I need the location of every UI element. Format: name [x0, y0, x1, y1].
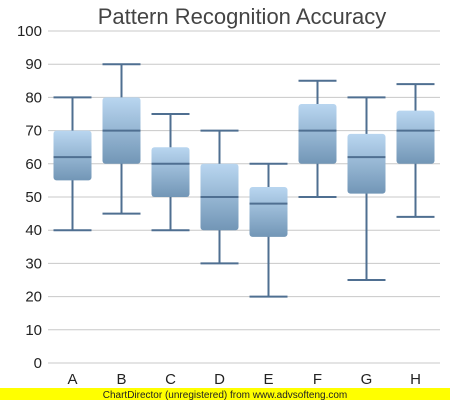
x-category-label: A [67, 371, 77, 388]
footer-bar [0, 388, 450, 400]
footer-watermark: ChartDirector (unregistered) from www.ad… [103, 390, 348, 400]
y-tick-label: 20 [25, 289, 42, 306]
box-iqr [151, 147, 190, 197]
y-tick-label: 70 [25, 123, 42, 140]
box-plot-H [396, 83, 435, 218]
x-axis-category-labels: A B C D E F G H [67, 371, 420, 388]
chart-title: Pattern Recognition Accuracy [98, 4, 387, 29]
box-plot-A [53, 96, 92, 232]
gridlines [48, 30, 440, 364]
y-axis-tick-labels: 0 10 20 30 40 50 60 70 80 90 100 [17, 23, 42, 372]
box-iqr [396, 110, 435, 164]
x-category-label: H [410, 371, 421, 388]
y-tick-label: 100 [17, 23, 42, 40]
y-tick-label: 60 [25, 156, 42, 173]
box-plot-C [151, 113, 190, 232]
box-plot-D [200, 129, 239, 265]
y-tick-label: 10 [25, 322, 42, 339]
x-category-label: C [165, 371, 176, 388]
box-iqr [298, 104, 337, 164]
boxes [53, 63, 435, 298]
box-plot-E [249, 162, 288, 298]
box-iqr [347, 133, 386, 194]
x-category-label: G [361, 371, 373, 388]
y-tick-label: 30 [25, 255, 42, 272]
y-tick-label: 50 [25, 189, 42, 206]
box-plot-B [102, 63, 141, 215]
y-tick-label: 90 [25, 56, 42, 73]
box-iqr [249, 187, 288, 237]
x-category-label: B [116, 371, 126, 388]
y-tick-label: 80 [25, 89, 42, 106]
x-category-label: E [263, 371, 273, 388]
box-iqr [53, 130, 92, 181]
x-category-label: F [313, 371, 322, 388]
box-plot-F [298, 79, 337, 198]
y-tick-label: 40 [25, 222, 42, 239]
x-category-label: D [214, 371, 225, 388]
y-tick-label: 0 [34, 355, 42, 372]
box-plot-G [347, 96, 386, 281]
